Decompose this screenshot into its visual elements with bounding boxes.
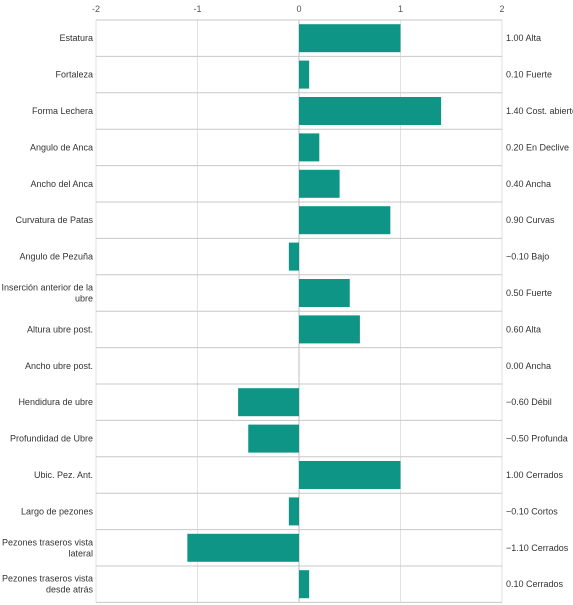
x-tick-label: -2 [92, 4, 100, 14]
trait-label: Angulo de Pezuña [19, 252, 93, 262]
x-tick-label: 1 [398, 4, 403, 14]
value-label: 1.00 Cerrados [506, 470, 564, 480]
x-tick-label: 2 [499, 4, 504, 14]
bar [299, 279, 350, 307]
trait-label: Ancho del Anca [30, 179, 93, 189]
trait-label: Forma Lechera [32, 106, 93, 116]
value-label: −0.10 Bajo [506, 252, 549, 262]
bar [299, 206, 391, 235]
value-label: −1.10 Cerrados [506, 543, 569, 553]
value-label: −0.10 Cortos [506, 506, 558, 516]
trait-label: Altura ubre post. [27, 324, 93, 334]
trait-label: Angulo de Anca [30, 142, 93, 152]
trait-label: Estatura [59, 33, 93, 43]
value-label: −0.50 Profunda [506, 434, 568, 444]
trait-label: desde atrás [46, 585, 94, 595]
x-tick-label: 0 [296, 4, 301, 14]
trait-label: Pezones traseros vista [2, 537, 93, 547]
bar [299, 461, 401, 489]
trait-label: Profundidad de Ubre [10, 434, 93, 444]
value-label: 0.10 Fuerte [506, 70, 552, 80]
bar [299, 97, 442, 125]
bar [238, 388, 299, 417]
value-label: 0.40 Ancha [506, 179, 551, 189]
bar [299, 24, 401, 53]
trait-label: Ancho ubre post. [25, 361, 93, 371]
trait-label: lateral [68, 548, 93, 558]
value-label: 0.00 Ancha [506, 361, 551, 371]
bar [299, 169, 340, 198]
trait-label: Hendidura de ubre [18, 397, 93, 407]
value-label: 1.40 Cost. abierto [506, 106, 573, 116]
bar [299, 133, 320, 162]
bar [288, 242, 299, 271]
bar [187, 533, 299, 562]
trait-label: Inserción anterior de la [1, 283, 93, 293]
trait-label: ubre [75, 294, 93, 304]
bar [299, 315, 360, 344]
trait-label: Fortaleza [55, 70, 93, 80]
trait-label: Largo de pezones [21, 506, 94, 516]
bar [248, 424, 299, 453]
bar [299, 60, 310, 89]
trait-label: Ubic. Pez. Ant. [34, 470, 93, 480]
value-label: −0.60 Débil [506, 397, 552, 407]
value-label: 0.10 Cerrados [506, 579, 564, 589]
trait-label: Curvatura de Patas [15, 215, 93, 225]
bar [288, 497, 299, 526]
value-label: 1.00 Alta [506, 33, 541, 43]
value-label: 0.60 Alta [506, 324, 541, 334]
value-label: 0.90 Curvas [506, 215, 555, 225]
value-label: 0.20 En Declive [506, 142, 569, 152]
value-label: 0.50 Fuerte [506, 288, 552, 298]
trait-label: Pezones traseros vista [2, 574, 93, 584]
bar [299, 570, 310, 599]
x-tick-label: -1 [193, 4, 201, 14]
